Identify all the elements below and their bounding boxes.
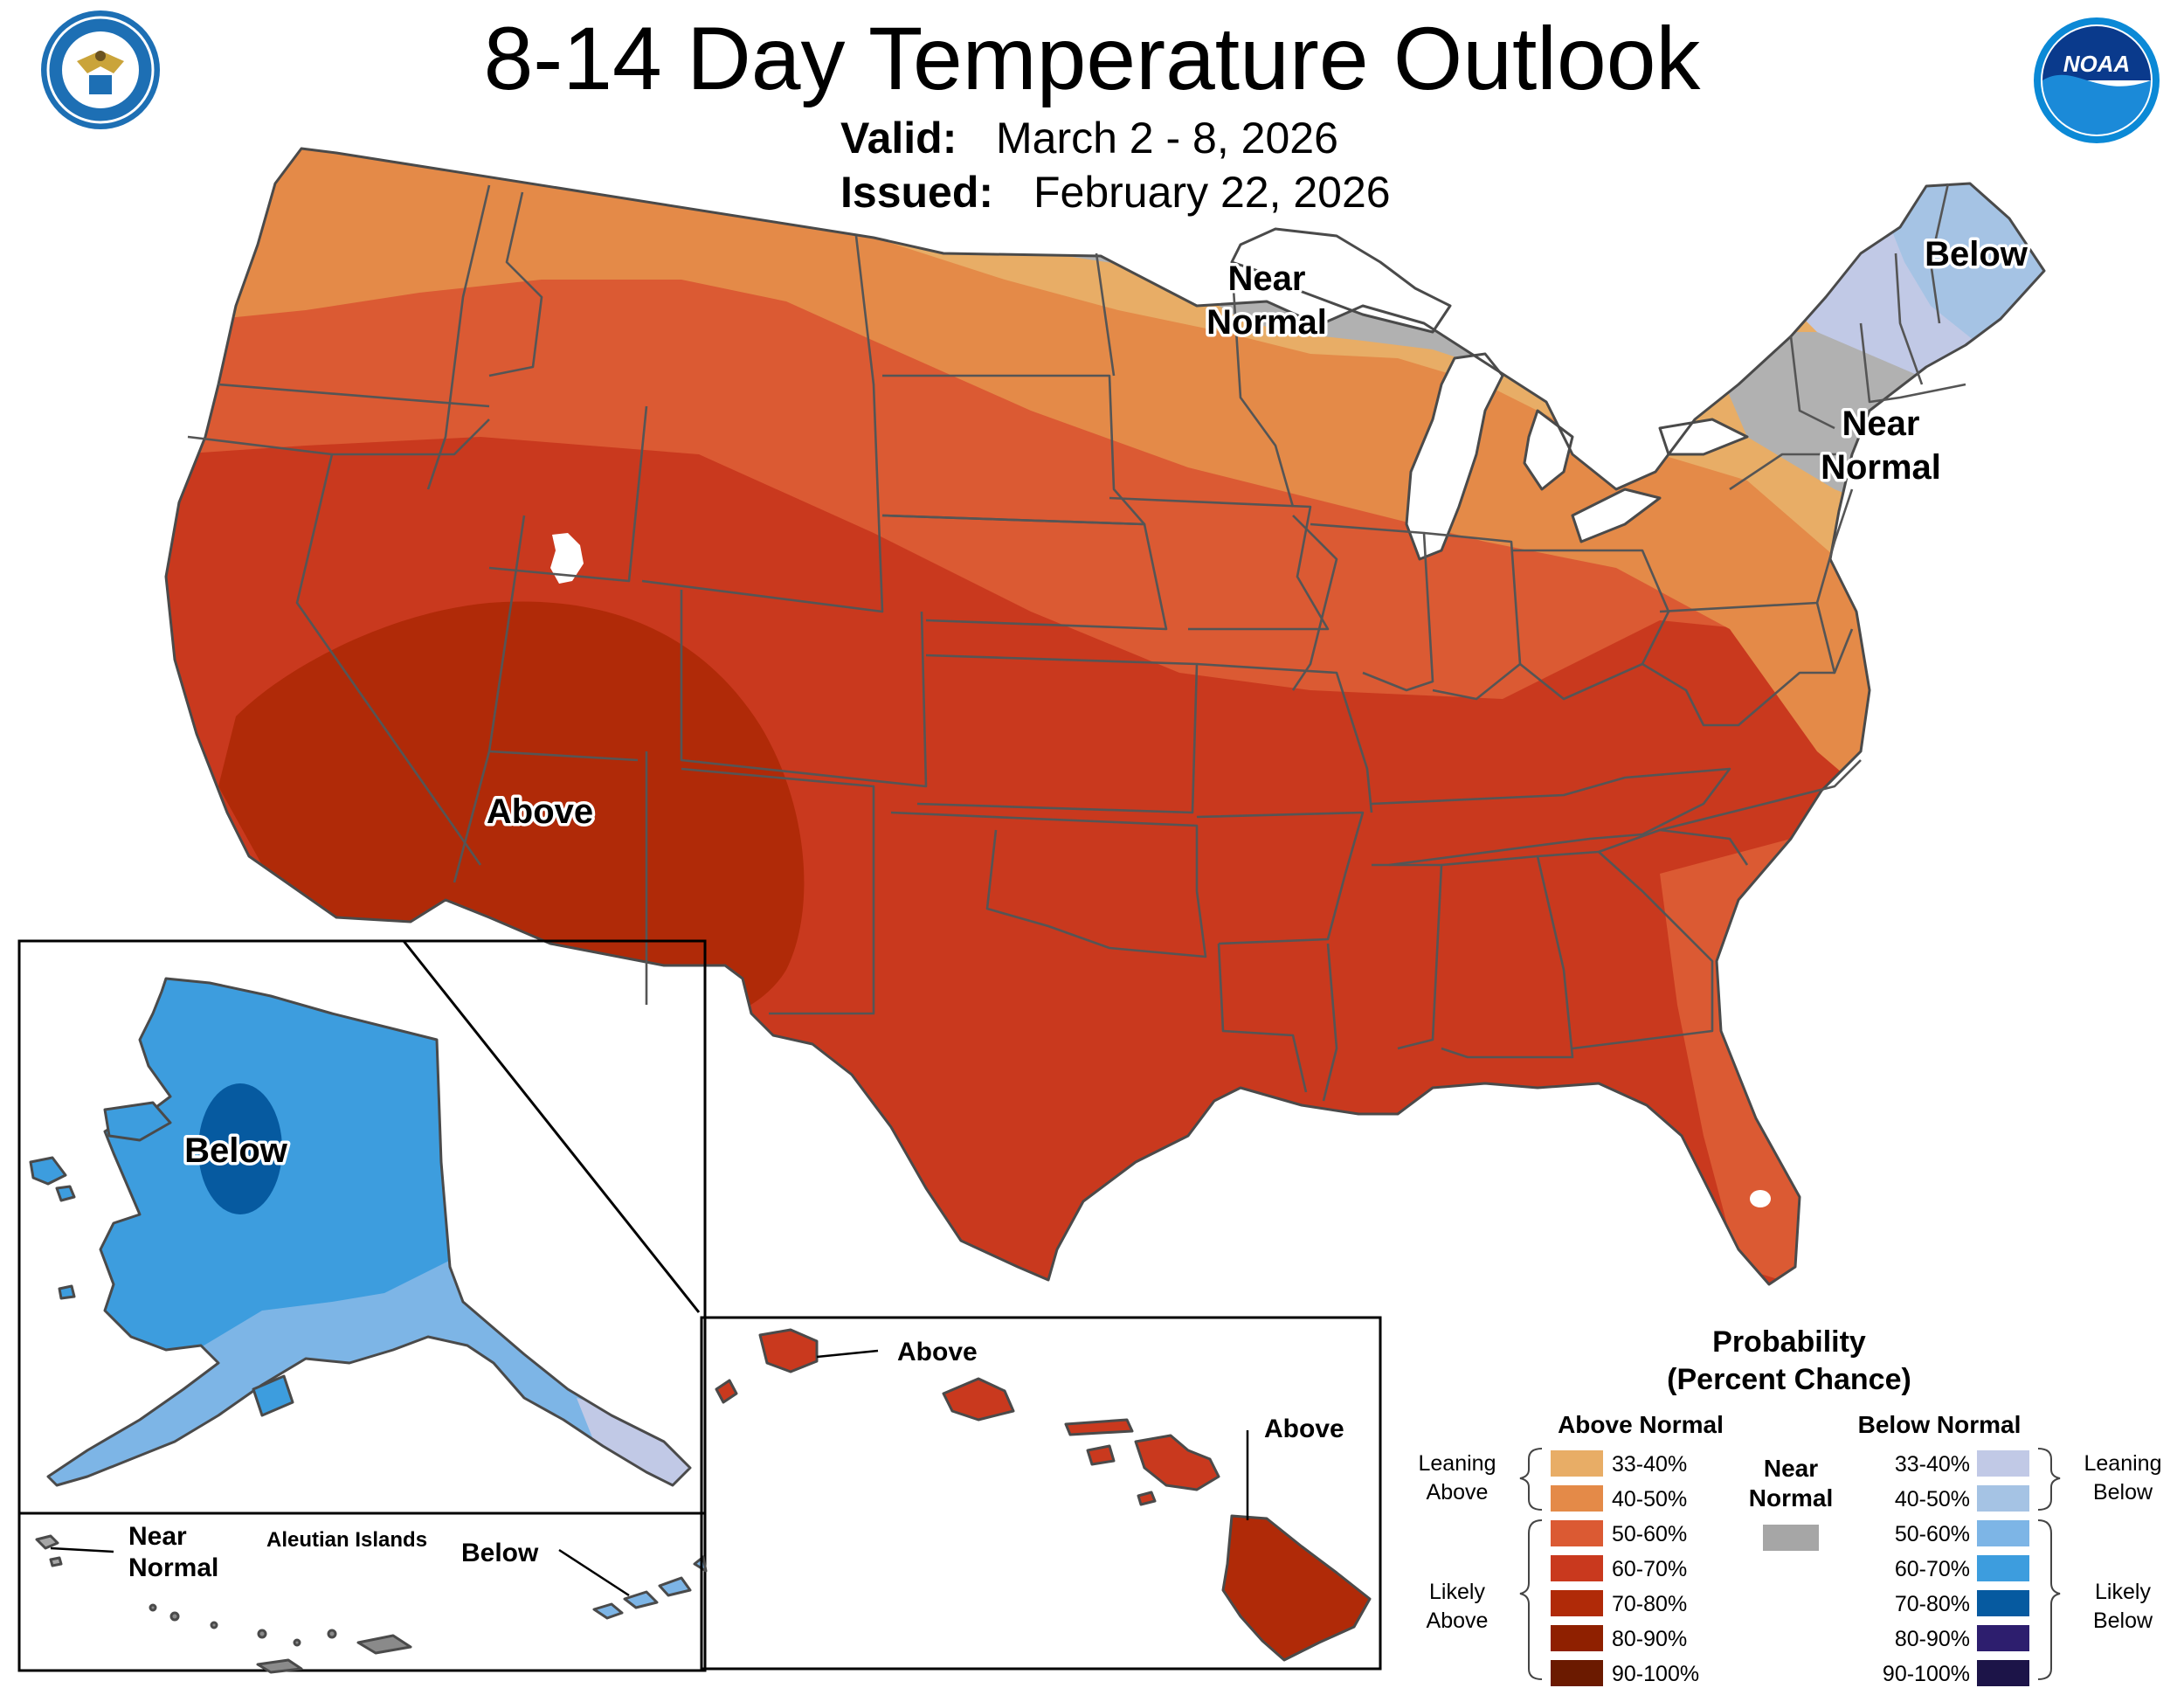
hawaii-label-above-east: Above bbox=[1264, 1415, 1344, 1443]
legend-leaning-above-1: Leaning bbox=[1419, 1451, 1496, 1476]
aleutian-title: Aleutian Islands bbox=[266, 1528, 427, 1552]
legend-below-swatch-3 bbox=[1977, 1555, 2029, 1581]
alaska-outline bbox=[46, 977, 692, 1487]
commerce-seal-logo bbox=[41, 10, 160, 129]
alaska-label-below: Below bbox=[184, 1131, 288, 1170]
legend-near-normal-2: Normal bbox=[1749, 1484, 1833, 1512]
conus-label-near-normal-east-2: Normal bbox=[1821, 448, 1941, 487]
legend-above-range-3: 60-70% bbox=[1612, 1557, 1687, 1581]
aleutian-inset: Near Normal Aleutian Islands Below bbox=[17, 1512, 708, 1674]
legend-near-normal-swatch bbox=[1763, 1525, 1819, 1551]
conus-label-near-normal-north-2: Normal bbox=[1206, 303, 1327, 342]
legend-brace-likely-above bbox=[1519, 1519, 1543, 1680]
alaska-zone-below-70-80 bbox=[198, 1083, 282, 1214]
legend-above-swatch-3 bbox=[1551, 1555, 1603, 1581]
legend-above-range-5: 80-90% bbox=[1612, 1627, 1687, 1651]
legend-below-range-3: 60-70% bbox=[1895, 1557, 1970, 1581]
legend: Probability (Percent Chance) Above Norma… bbox=[1419, 1325, 2162, 1686]
conus-zone-below-40-50 bbox=[1887, 149, 2044, 367]
conus-label-near-normal-east-1: Near bbox=[1842, 405, 1920, 443]
aleutian-label-near-1: Near bbox=[128, 1522, 187, 1551]
aleutian-islands-near-normal bbox=[35, 1534, 63, 1567]
legend-above-swatch-2 bbox=[1551, 1520, 1603, 1546]
legend-below-range-5: 80-90% bbox=[1895, 1627, 1970, 1651]
legend-below-range-4: 70-80% bbox=[1895, 1592, 1970, 1616]
legend-below-swatch-0 bbox=[1977, 1450, 2029, 1477]
legend-likely-below-2: Below bbox=[2093, 1608, 2153, 1633]
legend-below-header: Below Normal bbox=[1858, 1411, 2022, 1438]
legend-above-range-6: 90-100% bbox=[1612, 1662, 1699, 1686]
aleutian-label-near-2: Normal bbox=[128, 1553, 218, 1582]
map-title: 8-14 Day Temperature Outlook bbox=[484, 9, 1702, 108]
legend-above-swatch-0 bbox=[1551, 1450, 1603, 1477]
alaska-islands bbox=[29, 1101, 294, 1417]
noaa-logo: NOAA bbox=[2034, 17, 2160, 143]
legend-near-normal-1: Near bbox=[1764, 1455, 1818, 1482]
legend-below-range-6: 90-100% bbox=[1883, 1662, 1970, 1686]
legend-title-1: Probability bbox=[1712, 1325, 1866, 1359]
conus-zone-above-50-60-florida bbox=[1660, 839, 1878, 1284]
legend-brace-likely-below bbox=[2037, 1519, 2061, 1680]
legend-below-range-0: 33-40% bbox=[1895, 1452, 1970, 1477]
conus-label-below-northeast: Below bbox=[1925, 235, 2028, 273]
legend-leaning-below-2: Below bbox=[2093, 1480, 2153, 1505]
legend-leaning-below-1: Leaning bbox=[2084, 1451, 2162, 1476]
hawaii-inset: Above Above bbox=[700, 1316, 1382, 1671]
legend-above-range-4: 70-80% bbox=[1612, 1592, 1687, 1616]
legend-below-swatch-2 bbox=[1977, 1520, 2029, 1546]
conus-outline bbox=[164, 147, 2046, 1286]
lake-okeechobee bbox=[1750, 1190, 1771, 1207]
valid-value: March 2 - 8, 2026 bbox=[996, 114, 1338, 163]
aleutian-label-below: Below bbox=[461, 1539, 539, 1567]
valid-label: Valid: bbox=[840, 114, 957, 163]
legend-above-swatch-6 bbox=[1551, 1660, 1603, 1686]
hawaii-label-above-west: Above bbox=[897, 1338, 978, 1366]
legend-below-range-2: 50-60% bbox=[1895, 1522, 1970, 1546]
legend-below-range-1: 40-50% bbox=[1895, 1487, 1970, 1512]
great-salt-lake bbox=[550, 533, 584, 584]
legend-above-rows: 33-40% 40-50% 50-60% 60-70% 70-80% 80-90% 90-1… bbox=[1551, 1450, 1699, 1686]
state-boundaries bbox=[187, 183, 1966, 1102]
legend-below-swatch-4 bbox=[1977, 1590, 2029, 1616]
legend-above-swatch-5 bbox=[1551, 1625, 1603, 1651]
noaa-logo-text: NOAA bbox=[2063, 51, 2131, 77]
hawaii-big-island-70-80 bbox=[1221, 1514, 1372, 1662]
legend-below-swatch-6 bbox=[1977, 1660, 2029, 1686]
legend-title-2: (Percent Chance) bbox=[1667, 1363, 1911, 1396]
issued-value: February 22, 2026 bbox=[1033, 168, 1391, 217]
legend-brace-leaning-above bbox=[1519, 1448, 1543, 1511]
alaska-inset: Below bbox=[17, 939, 707, 1515]
conus-label-above: Above bbox=[487, 792, 593, 831]
legend-below-swatch-1 bbox=[1977, 1485, 2029, 1512]
legend-above-range-0: 33-40% bbox=[1612, 1452, 1687, 1477]
legend-above-range-1: 40-50% bbox=[1612, 1487, 1687, 1512]
legend-above-header: Above Normal bbox=[1558, 1411, 1724, 1438]
conus-label-near-normal-north-1: Near bbox=[1228, 259, 1306, 298]
alaska-zone-below-33-40 bbox=[577, 1398, 690, 1485]
aleutian-islands-below bbox=[592, 1555, 708, 1620]
legend-likely-below-1: Likely bbox=[2095, 1580, 2151, 1604]
legend-below-rows: 33-40% 40-50% 50-60% 60-70% 70-80% 80-90% 90-1… bbox=[1883, 1450, 2029, 1686]
great-lakes bbox=[1230, 227, 1749, 561]
aleutian-islands-chain bbox=[149, 1603, 412, 1674]
legend-below-swatch-5 bbox=[1977, 1625, 2029, 1651]
legend-brace-leaning-below bbox=[2037, 1448, 2061, 1511]
issued-label: Issued: bbox=[840, 168, 993, 217]
legend-above-swatch-1 bbox=[1551, 1485, 1603, 1512]
legend-leaning-above-2: Above bbox=[1427, 1480, 1489, 1505]
legend-above-range-2: 50-60% bbox=[1612, 1522, 1687, 1546]
legend-likely-above-1: Likely bbox=[1429, 1580, 1485, 1604]
legend-likely-above-2: Above bbox=[1427, 1608, 1489, 1633]
legend-above-swatch-4 bbox=[1551, 1590, 1603, 1616]
hawaii-islands-60-70 bbox=[715, 1328, 1220, 1506]
